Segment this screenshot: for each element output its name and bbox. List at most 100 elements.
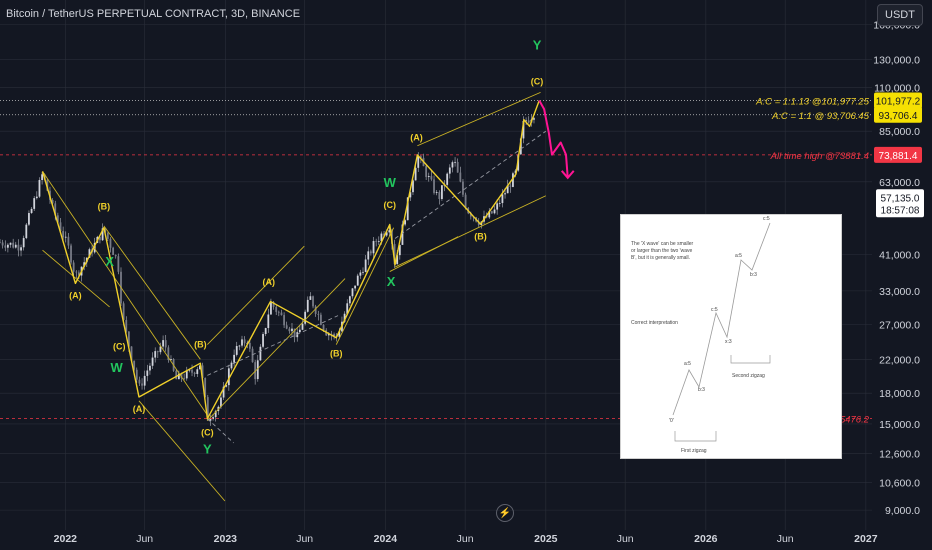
candle-body xyxy=(485,216,488,218)
wave-label: (A) xyxy=(262,277,275,287)
candle-body xyxy=(509,185,512,187)
wave-label: (C) xyxy=(113,342,126,352)
candle-body xyxy=(504,193,506,195)
candle-body xyxy=(414,167,417,181)
time-tick-label: 2024 xyxy=(374,533,398,545)
candle-body xyxy=(204,378,207,398)
time-tick-label: Jun xyxy=(777,533,794,545)
candle-body xyxy=(498,203,501,204)
candle-body xyxy=(451,162,454,168)
price-tick-label: 41,000.0 xyxy=(879,249,920,261)
candle-body xyxy=(88,249,91,258)
candle-body xyxy=(248,342,251,349)
wave-label: (B) xyxy=(194,339,207,349)
price-tick-label: 110,000.0 xyxy=(874,83,920,95)
candle-body xyxy=(159,346,162,353)
candle-body xyxy=(227,368,230,386)
time-axis[interactable]: 2022 Jun 2023 Jun 2024 Jun 2025 Jun 2026 Jun 2027 xyxy=(0,530,932,550)
candle-body xyxy=(51,199,54,204)
candle-body xyxy=(164,340,167,348)
wave-label: X xyxy=(387,274,396,289)
candle-body xyxy=(525,120,527,122)
candle-body xyxy=(9,242,12,245)
candle-body xyxy=(362,271,364,273)
candle-body xyxy=(488,211,491,218)
candle-body xyxy=(283,315,285,326)
candle-body xyxy=(133,360,136,370)
price-level-badge xyxy=(874,146,922,163)
candle-body xyxy=(433,179,435,193)
wave-labels: (A) (B) X (C) W (A) (B) (C) Y (A) (B) (C) W X (A) (B) (C… xyxy=(69,37,543,456)
candle-body xyxy=(75,271,78,273)
time-tick-label: 2025 xyxy=(534,533,558,545)
candle-body xyxy=(496,203,499,210)
candle-body xyxy=(78,272,80,276)
candle-body xyxy=(272,301,275,307)
price-tick-label: 12,600.0 xyxy=(879,448,920,460)
candle-body xyxy=(177,373,180,380)
wave-label: Y xyxy=(533,37,542,52)
candle-body xyxy=(306,299,309,312)
candle-body xyxy=(230,362,233,369)
candle-body xyxy=(448,167,451,174)
candle-body xyxy=(304,311,307,324)
candle-body xyxy=(41,174,43,180)
candle-body xyxy=(462,181,464,195)
candle-body xyxy=(93,242,96,253)
candle-body xyxy=(101,228,104,241)
currency-button[interactable]: USDT xyxy=(877,4,923,26)
candle-body xyxy=(183,378,186,379)
price-axis-background xyxy=(872,0,932,550)
price-tick-label: 15,000.0 xyxy=(879,419,920,431)
candle-body xyxy=(54,203,57,216)
candle-body xyxy=(62,231,65,238)
candle-body xyxy=(135,369,138,380)
time-tick-label: Jun xyxy=(296,533,313,545)
wave-polyline xyxy=(41,100,540,420)
candle-body xyxy=(206,397,209,421)
wave-label: (C) xyxy=(383,200,396,210)
candle-body xyxy=(372,241,375,254)
candle-body xyxy=(270,301,272,315)
symbol-title: Bitcoin / TetherUS PERPETUAL CONTRACT, 3… xyxy=(6,8,301,20)
candle-body xyxy=(351,288,354,297)
price-axis[interactable]: 160,000.0130,000.0110,000.085,000.063,00… xyxy=(872,0,932,550)
candle-body xyxy=(243,339,246,344)
channel-line xyxy=(207,278,346,421)
inset-note-line: The 'X wave' can be smaller xyxy=(631,241,694,247)
candle-body xyxy=(285,325,288,329)
candle-body xyxy=(143,375,146,386)
candle-body xyxy=(30,208,33,214)
candle-body xyxy=(454,161,456,163)
candle-body xyxy=(346,303,349,314)
candle-body xyxy=(291,328,293,332)
candle-body xyxy=(288,328,291,332)
candle-body xyxy=(180,373,183,379)
candle-body xyxy=(298,329,301,333)
candle-body xyxy=(438,192,441,199)
candle-body xyxy=(264,328,267,335)
candle-body xyxy=(104,228,107,233)
channel-line xyxy=(207,245,305,345)
candle-body xyxy=(369,251,372,254)
current-price-label: 57,135.0 xyxy=(881,193,920,204)
price-level-badge xyxy=(874,92,922,109)
wave-label: W xyxy=(110,360,123,375)
candle-body xyxy=(146,370,149,376)
channel-line xyxy=(42,171,208,416)
price-level-badge xyxy=(874,106,922,123)
price-level-label: @15476.2 xyxy=(825,415,870,426)
candle-body xyxy=(12,242,15,248)
wave-label: (B) xyxy=(330,348,343,358)
candle-body xyxy=(233,354,236,363)
candle-body xyxy=(196,369,199,374)
time-axis-background xyxy=(0,530,932,550)
candle-body xyxy=(327,333,330,336)
lightning-icon[interactable]: ⚡ xyxy=(496,504,514,522)
candle-body xyxy=(427,176,430,178)
time-tick-label: Jun xyxy=(457,533,474,545)
candle-body xyxy=(259,346,262,361)
candle-body xyxy=(83,262,86,267)
inset-point-label: x:3 xyxy=(725,339,732,345)
